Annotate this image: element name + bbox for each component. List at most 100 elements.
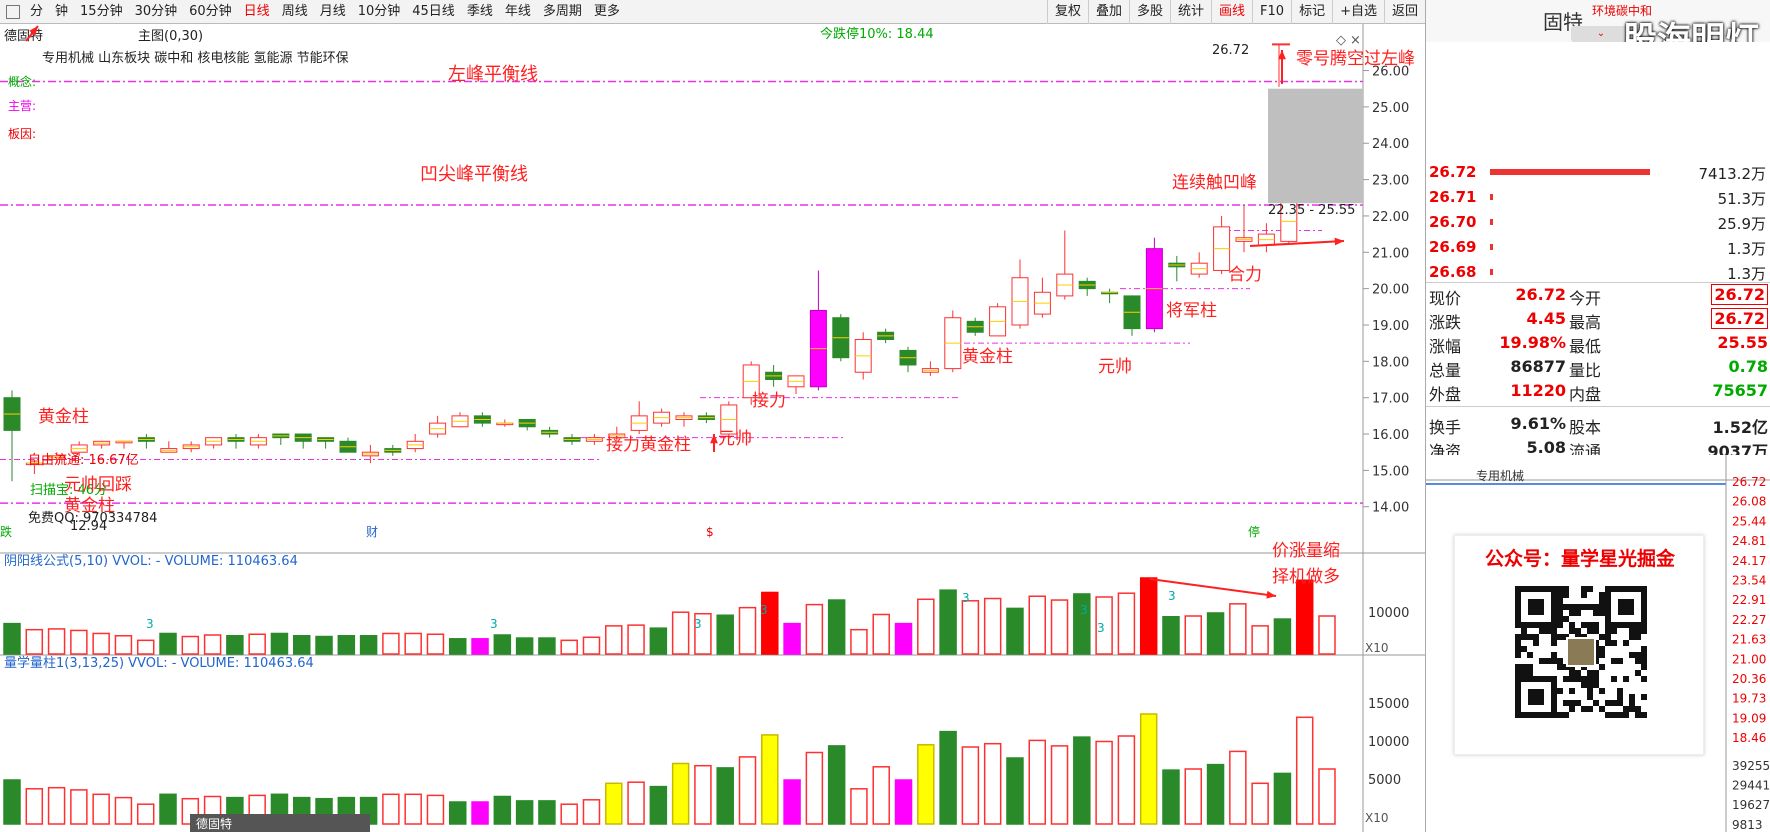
volume-bar-2 <box>671 762 690 825</box>
tool-button-1[interactable]: 叠加 <box>1087 0 1129 24</box>
qr-module <box>1581 676 1587 682</box>
volume-bar-2 <box>582 799 601 825</box>
timeframe-tab-10[interactable]: 季线 <box>466 3 493 19</box>
qr-module <box>1587 670 1593 676</box>
volume-bar-2 <box>47 786 66 825</box>
order-bar <box>1490 169 1650 175</box>
annotation: 黄金柱 <box>962 347 1013 367</box>
timeframe-tab-7[interactable]: 月线 <box>319 3 346 19</box>
tool-button-2[interactable]: 多股 <box>1128 0 1170 24</box>
trend-arrow-icon-head <box>1334 237 1344 246</box>
timeframe-tab-5[interactable]: 日线 <box>243 3 270 19</box>
quote-row: 涨跌 4.45 最高 26.72 <box>1426 307 1770 332</box>
qr-card: 公众号：量学星光掘金 <box>1454 535 1704 755</box>
volume-bar <box>515 637 534 655</box>
volume-bar-2 <box>1273 772 1292 825</box>
tool-button-6[interactable]: 标记 <box>1291 0 1332 24</box>
volume-bar-2 <box>1050 745 1069 825</box>
timeframe-tab-9[interactable]: 45日线 <box>412 3 455 19</box>
kline-chart[interactable]: 26.00 25.00 24.00 23.00 22.00 21.00 20.00 19.00… <box>0 24 1425 832</box>
annotation: 零号腾空过左峰 <box>1296 49 1415 69</box>
timeframe-tab-8[interactable]: 10分钟 <box>357 3 401 19</box>
quote-value: 25.55 <box>1717 333 1768 352</box>
qr-module <box>1545 628 1551 634</box>
volume-bar-2 <box>515 800 534 825</box>
qr-module <box>1605 700 1611 706</box>
timeframe-tab-3[interactable]: 30分钟 <box>134 3 178 19</box>
qr-module <box>1629 628 1635 634</box>
qr-module <box>1617 658 1623 664</box>
timeframe-tab-12[interactable]: 多周期 <box>542 3 582 19</box>
qr-module <box>1539 628 1545 634</box>
popup-tab[interactable] <box>190 814 370 832</box>
volume-bar-2 <box>961 746 980 825</box>
qr-module <box>1611 640 1617 646</box>
expand-button[interactable]: ⌄ <box>1571 26 1631 42</box>
qr-module <box>1587 688 1593 694</box>
annotation: 接力黄金柱 <box>606 435 691 455</box>
qr-module <box>1587 586 1593 592</box>
volume-bar <box>1095 596 1113 655</box>
volume-bar <box>270 632 289 655</box>
qr-module <box>1641 676 1647 682</box>
y-tick-label: 17.00 <box>1372 392 1409 407</box>
annotation: 价涨量缩 <box>1272 541 1340 561</box>
tool-button-5[interactable]: F10 <box>1252 0 1291 24</box>
close-icon[interactable]: × <box>1350 33 1361 48</box>
qr-module <box>1515 652 1521 658</box>
y-tick-label: 14.00 <box>1372 501 1409 516</box>
qr-module <box>1515 646 1521 652</box>
quote-label: 总量 <box>1429 361 1462 380</box>
qr-module <box>1569 688 1575 694</box>
volume-bar <box>1273 618 1292 655</box>
volume-bar <box>738 606 757 655</box>
qr-module <box>1569 628 1575 634</box>
tool-button-8[interactable]: 返回 <box>1383 0 1425 24</box>
timeframe-tab-2[interactable]: 15分钟 <box>80 3 123 19</box>
volume-bar <box>671 611 690 655</box>
qr-module <box>1587 676 1593 682</box>
volume-bar-2 <box>1318 768 1336 825</box>
volume-bar-2 <box>738 756 757 825</box>
volume-bar <box>1162 616 1180 655</box>
y-tick-label: 18.00 <box>1372 355 1409 370</box>
qr-code-icon <box>1515 586 1647 718</box>
volume-bar <box>850 628 868 655</box>
quote-label: 现价 <box>1429 289 1462 308</box>
qr-module <box>1557 592 1563 598</box>
volume-bar-2 <box>1028 739 1046 825</box>
timeframe-tab-13[interactable]: 更多 <box>593 3 620 19</box>
settings-diamond-icon[interactable]: ◇ <box>1336 33 1346 48</box>
tool-button-7[interactable]: +自选 <box>1332 0 1384 24</box>
order-row: 26.68 1.3万 <box>1426 260 1770 285</box>
volume-bar <box>203 634 222 655</box>
timeframe-tab-11[interactable]: 年线 <box>504 3 531 19</box>
indicator1-tick: 10000 <box>1368 606 1409 621</box>
qr-module <box>1611 658 1617 664</box>
qr-module <box>1617 700 1623 706</box>
qr-module <box>1641 694 1647 700</box>
panel-toggle-icon[interactable] <box>6 4 20 19</box>
trend-arrow-icon <box>1249 240 1345 247</box>
y-tick-label: 16.00 <box>1372 428 1409 443</box>
volume-bar-2 <box>983 742 1002 825</box>
qr-module <box>1641 628 1647 634</box>
volume-bar-2 <box>404 793 422 825</box>
y-tick-label: 25.00 <box>1372 101 1409 116</box>
tool-button-3[interactable]: 统计 <box>1170 0 1211 24</box>
tool-button-0[interactable]: 复权 <box>1046 0 1088 24</box>
timeframe-tab-6[interactable]: 周线 <box>281 3 308 19</box>
up-arrow-icon-head <box>710 434 718 444</box>
qr-module <box>1623 712 1629 718</box>
qr-module <box>1635 628 1641 634</box>
timeframe-tab-4[interactable]: 60分钟 <box>189 3 232 19</box>
tool-button-4[interactable]: 画线 <box>1211 0 1252 24</box>
qr-module <box>1599 610 1605 616</box>
timeframe-tab-1[interactable]: 钟 <box>55 3 69 19</box>
timeframe-tab-0[interactable]: 分 <box>30 3 44 19</box>
qr-module <box>1557 604 1563 610</box>
order-bar <box>1490 269 1493 275</box>
volume-bar-2 <box>471 801 489 825</box>
volume-bar <box>92 632 110 655</box>
volume-bar <box>315 635 333 655</box>
